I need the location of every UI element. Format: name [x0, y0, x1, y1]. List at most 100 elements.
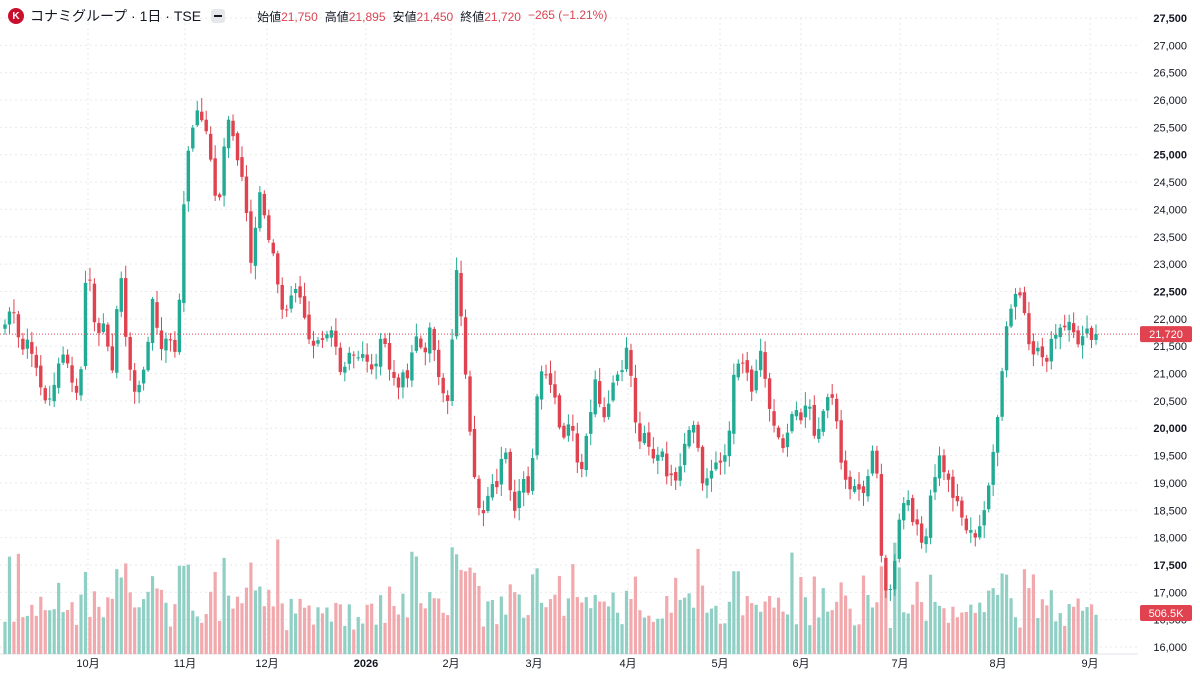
candle-body [21, 338, 25, 350]
volume-bar [969, 604, 973, 654]
candle-body [468, 376, 472, 432]
volume-bar [830, 610, 834, 654]
candle-body [204, 119, 208, 132]
volume-bar [642, 617, 646, 654]
volume-bar [240, 603, 244, 654]
volume-bar [1080, 610, 1085, 654]
candle-body [231, 120, 235, 137]
collapse-icon[interactable] [211, 9, 226, 23]
candle-body [168, 339, 173, 341]
volume-bar [7, 556, 12, 654]
volume-bar [12, 621, 16, 654]
candle-body [767, 378, 772, 409]
candle-body [320, 338, 325, 340]
volume-bar [74, 624, 79, 654]
volume-bar [535, 568, 539, 654]
volume-bar [508, 584, 512, 654]
candle-body [1031, 341, 1036, 355]
volume-bar [526, 615, 530, 654]
candle-body [463, 317, 468, 375]
volume-bar [548, 599, 553, 654]
candle-body [150, 298, 155, 344]
volume-bar [1063, 625, 1067, 654]
candle-body [879, 474, 884, 556]
candle-body [146, 341, 150, 371]
volume-bar [1054, 621, 1058, 654]
candle-body [159, 330, 164, 350]
volume-bar [1067, 604, 1071, 654]
volume-bar [477, 585, 481, 654]
candle-body [43, 388, 47, 401]
candle-body [1094, 334, 1098, 340]
candle-body [240, 157, 244, 177]
candle-body [969, 530, 973, 533]
y-tick-label: 26,500 [1153, 68, 1187, 80]
volume-bar [861, 575, 866, 654]
volume-bar [964, 611, 968, 654]
candle-body [669, 473, 673, 476]
volume-bar [821, 588, 825, 654]
volume-bar [781, 611, 785, 654]
volume-bar [651, 621, 655, 654]
candle-body [790, 414, 794, 432]
volume-bar [97, 606, 101, 654]
volume-bar [311, 624, 316, 654]
candle-body [7, 311, 12, 325]
volume-bar [106, 597, 110, 654]
volume-bar [280, 603, 284, 654]
candle-body [271, 242, 275, 254]
volume-bar [43, 610, 47, 654]
candle-body [919, 523, 924, 543]
volume-bar [3, 621, 7, 654]
candle-body [557, 395, 562, 428]
volume-bar [92, 591, 97, 654]
volume-bar [70, 602, 74, 654]
volume-bar [785, 614, 790, 654]
change-value: −265 (−1.21%) [527, 7, 608, 22]
candle-body [893, 560, 897, 590]
volume-bar [973, 612, 977, 654]
volume-bar [812, 576, 816, 654]
candle-body [92, 283, 97, 323]
candle-body [374, 363, 378, 367]
candle-body [986, 485, 991, 510]
volume-bar [920, 602, 924, 654]
candle-body [799, 412, 803, 421]
volume-bar [432, 598, 436, 654]
volume-bar [736, 571, 740, 654]
open-value: 21,750 [281, 9, 318, 24]
volume-bar [182, 565, 186, 654]
candle-body [1000, 371, 1004, 417]
volume-bar [1000, 573, 1004, 654]
chart-title[interactable]: コナミグループ · 1日 · TSE [30, 8, 202, 24]
candle-body [826, 397, 830, 411]
candle-body [861, 486, 866, 494]
y-tick-label: 27,000 [1153, 40, 1187, 52]
volume-bar [575, 597, 579, 654]
candle-body [16, 314, 21, 338]
volume-bar [307, 605, 311, 654]
volume-bar [705, 612, 709, 654]
candle-body [432, 328, 436, 351]
x-tick-label: 12月 [255, 658, 278, 670]
volume-bar [946, 622, 951, 654]
volume-bar [759, 611, 763, 654]
volume-bar [209, 591, 213, 654]
volume-bar [356, 617, 360, 654]
volume-bar [1089, 604, 1094, 654]
candle-body [629, 350, 633, 376]
candle-body [571, 425, 575, 431]
y-tick-label: 22,500 [1153, 286, 1187, 298]
volume-bar [647, 615, 651, 654]
candle-body [870, 450, 875, 474]
candle-body [973, 533, 977, 538]
volume-bar [499, 596, 503, 654]
volume-bar [696, 548, 700, 654]
volume-bar [893, 542, 897, 654]
y-tick-label: 23,000 [1153, 259, 1187, 271]
volume-bar [884, 582, 888, 654]
volume-bar [709, 608, 714, 654]
volume-bar [996, 595, 1000, 654]
volume-bar [1013, 617, 1018, 654]
